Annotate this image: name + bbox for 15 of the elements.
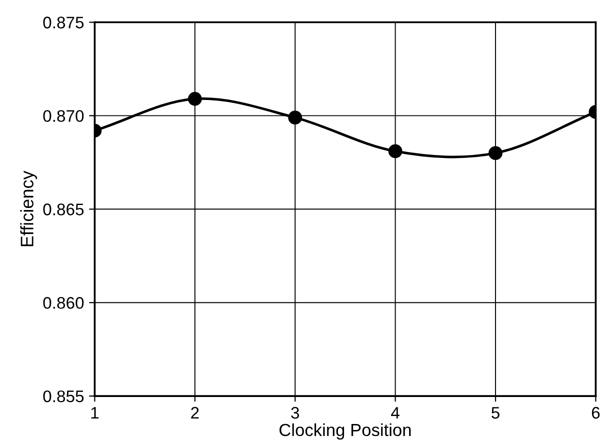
y-tick-label: 0.865 — [43, 204, 84, 216]
y-tick-label: 0.870 — [43, 110, 84, 122]
x-tick-label: 6 — [592, 406, 600, 419]
x-tick-label: 5 — [492, 407, 500, 419]
y-tick-label: 0.875 — [43, 16, 84, 28]
y-tick-label: 0.855 — [43, 390, 84, 402]
y-tick-label: 0.860 — [43, 297, 84, 309]
x-axis-title: Clocking Position — [280, 423, 411, 440]
y-axis-title: Efficiency — [20, 170, 38, 246]
x-tick-label: 3 — [291, 406, 300, 419]
x-tick-label: 1 — [91, 407, 99, 419]
x-tick-label: 2 — [191, 406, 199, 419]
x-tick-label: 4 — [391, 407, 400, 419]
point — [288, 110, 302, 125]
point — [388, 144, 402, 158]
